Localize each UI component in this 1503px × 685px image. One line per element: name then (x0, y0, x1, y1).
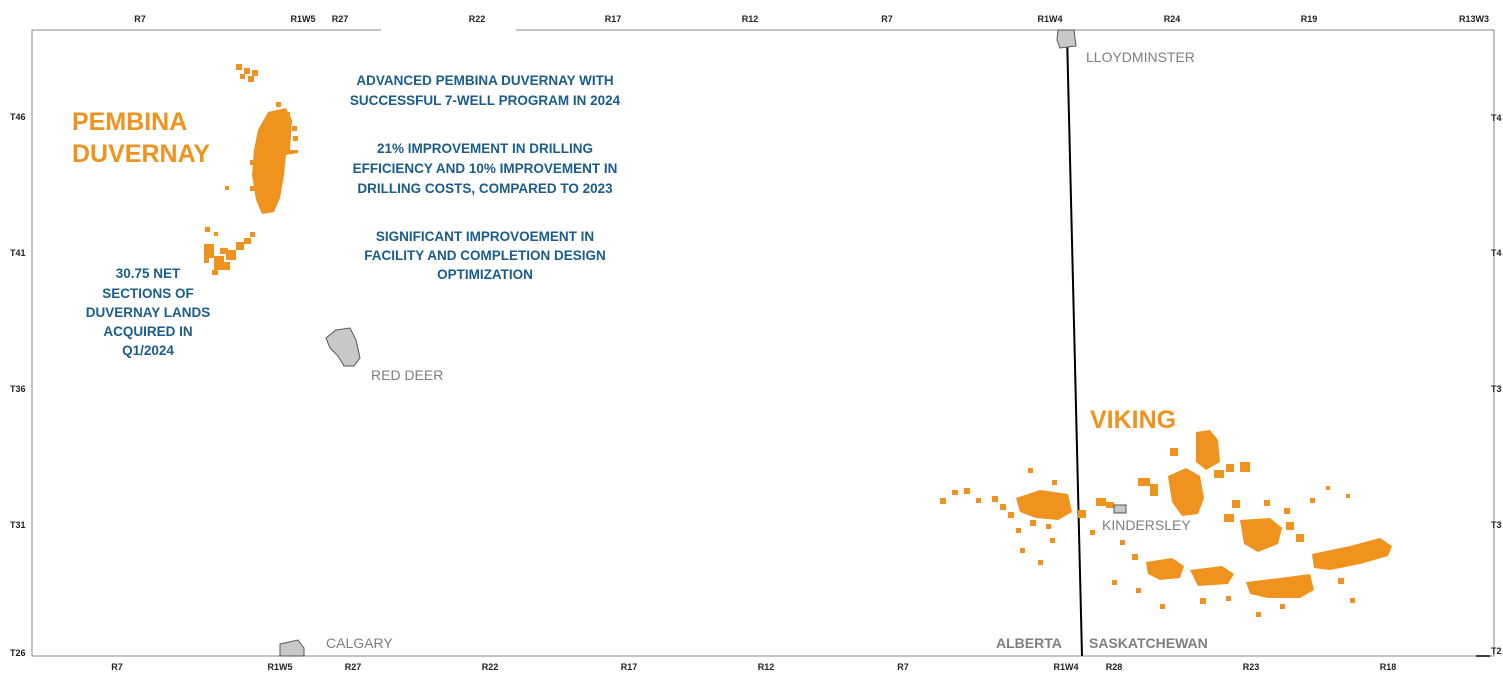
province-label-saskatchewan: SASKATCHEWAN (1089, 635, 1208, 651)
callout-line: DUVERNAY LANDS (86, 305, 211, 320)
left-township-label: T36 (10, 384, 26, 394)
top-range-label: R7 (134, 14, 146, 24)
callout-line: SECTIONS OF (102, 286, 194, 301)
pembina-lands (204, 64, 298, 275)
top-range-labels: R7 R1W5 R27 R22 R17 R12 R7 R1W4 R24 R19 … (134, 14, 1489, 24)
right-township-label: T4 (1491, 113, 1502, 123)
callout-line: 30.75 NET (116, 266, 181, 281)
top-range-label: R13W3 (1459, 14, 1489, 24)
city-shapes (279, 29, 1127, 657)
bottom-range-label: R22 (482, 662, 499, 672)
net-sections-callout: 30.75 NET SECTIONS OF DUVERNAY LANDS ACQ… (86, 266, 211, 358)
bottom-range-label: R7 (897, 662, 909, 672)
city-label-kindersley: KINDERSLEY (1102, 517, 1191, 533)
play-label-duvernay: DUVERNAY (72, 140, 210, 168)
left-township-labels: T46 T41 T36 T31 T26 (10, 112, 26, 658)
top-range-label: R7 (881, 14, 893, 24)
red-deer-shape (325, 327, 361, 367)
kindersley-shape (1113, 504, 1127, 514)
callout-line: Q1/2024 (122, 343, 174, 358)
top-range-label: R17 (605, 14, 622, 24)
city-label-calgary: CALGARY (326, 635, 393, 651)
calgary-shape (279, 639, 305, 657)
top-range-label: R19 (1301, 14, 1318, 24)
bottom-range-label: R1W4 (1053, 662, 1078, 672)
highlights-callout: ADVANCED PEMBINA DUVERNAY WITH SUCCESSFU… (350, 73, 621, 282)
callout-line: OPTIMIZATION (437, 267, 533, 282)
top-range-label: R1W4 (1037, 14, 1062, 24)
top-range-label: R22 (469, 14, 486, 24)
right-township-label: T3 (1491, 520, 1502, 530)
map-frame (31, 29, 1495, 657)
right-township-label: T2 (1491, 646, 1502, 656)
lloydminster-shape (1056, 29, 1077, 49)
play-label-pembina: PEMBINA (72, 108, 187, 136)
bottom-range-label: R1W5 (267, 662, 292, 672)
play-label-viking: VIKING (1090, 406, 1176, 434)
right-township-labels: T4 T4 T3 T3 T2 (1491, 113, 1502, 656)
callout-line: EFFICIENCY AND 10% IMPROVEMENT IN (353, 161, 618, 176)
callout-line: DRILLING COSTS, COMPARED TO 2023 (357, 181, 613, 196)
top-range-label: R1W5 (290, 14, 315, 24)
bottom-range-label: R17 (621, 662, 638, 672)
top-range-label: R12 (742, 14, 759, 24)
callout-line: SIGNIFICANT IMPROVOEMENT IN (376, 229, 594, 244)
province-label-alberta: ALBERTA (996, 635, 1062, 651)
bottom-range-label: R7 (111, 662, 123, 672)
right-township-label: T3 (1491, 384, 1502, 394)
left-township-label: T46 (10, 112, 26, 122)
viking-lands (940, 430, 1392, 617)
callout-line: FACILITY AND COMPLETION DESIGN (364, 248, 606, 263)
left-township-label: T26 (10, 648, 26, 658)
left-township-label: T31 (10, 520, 26, 530)
bottom-range-label: R12 (758, 662, 775, 672)
bottom-range-label: R18 (1380, 662, 1397, 672)
bottom-range-label: R27 (345, 662, 362, 672)
bottom-range-labels: R7 R1W5 R27 R22 R17 R12 R7 R1W4 R28 R23 … (111, 662, 1396, 672)
left-township-label: T41 (10, 248, 26, 258)
callout-line: ADVANCED PEMBINA DUVERNAY WITH (356, 73, 613, 88)
callout-line: SUCCESSFUL 7-WELL PROGRAM IN 2024 (350, 93, 621, 108)
top-range-label: R24 (1164, 14, 1181, 24)
title-gap (381, 27, 516, 33)
callout-line: ACQUIRED IN (103, 324, 192, 339)
city-label-red-deer: RED DEER (371, 367, 443, 383)
bottom-range-label: R23 (1243, 662, 1260, 672)
callout-line: 21% IMPROVEMENT IN DRILLING (377, 141, 593, 156)
top-range-label: R27 (332, 14, 349, 24)
bottom-range-label: R28 (1106, 662, 1123, 672)
provincial-border (1066, 33, 1083, 657)
right-township-label: T4 (1491, 248, 1502, 258)
city-label-lloydminster: LLOYDMINSTER (1086, 49, 1195, 65)
